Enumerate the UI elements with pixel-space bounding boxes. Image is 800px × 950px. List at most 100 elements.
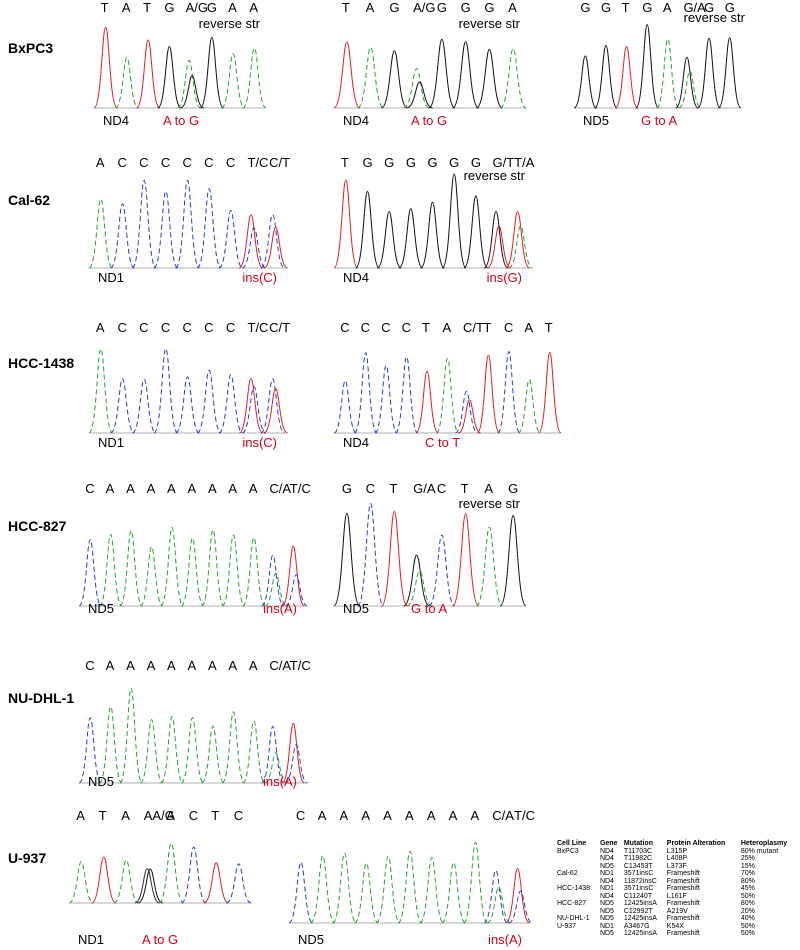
trace-peak-A [221, 711, 246, 784]
trace-peak-C [353, 352, 378, 434]
table-row: U-937 ND1 A3467G K54X 50% [557, 923, 800, 931]
chromatogram-panel: C A A A A A A A A C/A T/C ND5 ins(A) [78, 655, 311, 810]
base-call: A [207, 481, 217, 496]
mutation-label: ins(A) [263, 601, 297, 616]
base-call: C [117, 320, 127, 335]
base-call: A [508, 0, 517, 15]
chromatogram-panel: C C C C T A C/T T C A T ND4 C to T [333, 315, 562, 460]
base-call: C/A [269, 658, 291, 673]
trace-peak-G [199, 37, 225, 109]
table-row: HCC-827 ND5 12425insA Frameshift 80% [557, 900, 800, 908]
base-call: A [383, 808, 392, 823]
trace-peak-A [88, 348, 114, 434]
trace-peak-C [261, 725, 285, 784]
chromatogram-trace [78, 526, 308, 607]
base-call: C [225, 320, 236, 335]
base-call: G [389, 0, 400, 15]
base-call: C [139, 320, 149, 335]
base-call: A [146, 658, 156, 673]
mutation-label: A to G [163, 113, 200, 128]
table-row: ND5 C13453T L373F 15% [557, 863, 800, 871]
trace-peak-T [476, 354, 501, 434]
trace-peak-A [517, 378, 542, 434]
table-cell: ND4 [599, 855, 614, 862]
trace-peak-A [475, 526, 503, 607]
gene-label: ND4 [343, 270, 370, 285]
base-call: A [146, 481, 156, 496]
base-call: C [204, 320, 214, 335]
trace-peak-G [499, 515, 527, 607]
base-call: A [248, 481, 258, 496]
trace-peak-T [263, 226, 288, 269]
trace-peak-A [310, 855, 336, 924]
table-row: BxPC3 ND4 T11703C L315P 80% mutant [557, 848, 800, 856]
base-call: T/C [247, 320, 269, 335]
table-cell: ND1 [599, 885, 614, 892]
trace-peak-G [398, 208, 424, 269]
trace-peak-G [635, 24, 660, 109]
base-call: A/G [185, 0, 209, 15]
chromatogram-panel: A C C C C C C T/C C/T ND1 ins(C) [88, 150, 290, 295]
base-call: C [225, 155, 236, 170]
trace-peak-G [428, 38, 456, 109]
trace-peak-A [68, 861, 94, 904]
base-call: C [188, 808, 199, 823]
base-call: G [164, 0, 175, 15]
base-call: G [600, 0, 612, 15]
mutation-label: ins(A) [263, 774, 297, 789]
base-call: T [460, 481, 469, 496]
base-call: G [341, 481, 352, 496]
trace-peak-C [110, 378, 135, 434]
trace-peak-T [91, 856, 117, 904]
trace-peak-A [180, 537, 205, 607]
base-call: T [389, 481, 398, 496]
trace-peak-T [203, 862, 229, 904]
trace-peak-A [88, 198, 114, 269]
trace-peak-G [717, 37, 742, 109]
table-column-header: Mutation [623, 840, 653, 847]
table-cell: C13453T [623, 862, 653, 870]
base-call: T/C [247, 155, 269, 170]
table-cell: NU-DHL-1 [557, 915, 590, 922]
gene-label: ND5 [343, 601, 370, 616]
trace-peak-C [196, 188, 222, 269]
trace-peak-A [119, 687, 143, 784]
chromatogram-trace [333, 351, 562, 434]
trace-peak-G [180, 75, 205, 109]
base-call: G [436, 0, 447, 15]
table-row: Cal-62 ND1 3571insC Frameshift 70% [557, 870, 800, 878]
table-body: BxPC3 ND4 T11703C L315P 80% mutant ND4 T11982C… [557, 848, 800, 938]
trace-peak-G [406, 81, 433, 109]
trace-peak-A [158, 842, 185, 904]
gene-label: ND1 [78, 932, 105, 947]
table-cell: ND4 [599, 847, 614, 855]
base-call: C/T [269, 155, 291, 170]
reverse-strand-label: reverse str [458, 16, 520, 31]
trace-peak-G [697, 37, 721, 109]
table-cell: 25% [740, 855, 755, 862]
base-call: G [405, 155, 416, 170]
trace-peak-T [333, 41, 361, 109]
base-call: G [206, 0, 217, 15]
table-cell: ND5 [599, 907, 614, 915]
base-call: A [167, 658, 176, 673]
trace-peak-G [157, 45, 182, 109]
trace-peak-A [119, 530, 143, 607]
base-call: T [621, 0, 630, 15]
base-call: T [341, 0, 350, 15]
base-call: A [365, 0, 375, 15]
table-cell: L373F [666, 862, 687, 870]
base-call: C [503, 320, 514, 335]
table-cell: 50% [740, 922, 755, 930]
gene-label: ND4 [343, 113, 370, 128]
trace-peak-A [160, 526, 184, 607]
trace-peak-A [220, 53, 246, 109]
chromatogram-trace [288, 841, 533, 924]
base-call: G [704, 0, 715, 15]
trace-peak-C [394, 356, 419, 434]
table-row: ND4 T11982C L408P 25% [557, 855, 800, 863]
base-call: A [76, 808, 85, 823]
table-cell: U-937 [557, 922, 577, 930]
table-cell: 12425insA [623, 915, 657, 922]
base-call: A [228, 658, 238, 673]
